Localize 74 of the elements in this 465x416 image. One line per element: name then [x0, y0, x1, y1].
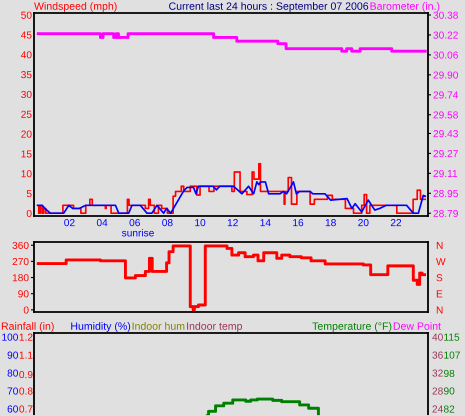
y3-tick-label: 1.1 [20, 352, 33, 359]
category-label: W [436, 258, 446, 266]
y2-tick-label: 28.79 [434, 210, 458, 218]
category-label: N [436, 306, 442, 314]
y-tick-label: 90 [18, 290, 29, 298]
y2-tick-label: 98 [444, 370, 454, 378]
y-tick-label: 70 [8, 387, 18, 395]
y-tick-label: 80 [8, 369, 18, 377]
y2-tick-label: 107 [444, 351, 460, 359]
y2-tick-label: 29.11 [434, 170, 458, 178]
y-tick-label: 30 [21, 90, 32, 98]
y2-tick-label: 30.38 [433, 12, 458, 19]
chart-title: Current last 24 hours : September 07 2006 [169, 2, 368, 12]
text: Temperature (°F) [312, 322, 392, 332]
y-tick-label: 0 [26, 210, 32, 217]
category-label: S [436, 274, 442, 282]
y-tick-label: 35 [21, 71, 32, 78]
y2-tick-label: 90 [444, 387, 454, 395]
y-tick-label: 90 [8, 352, 18, 359]
y-tick-label: 50 [21, 12, 32, 19]
x-tick-label: 18 [326, 219, 336, 226]
y-tick-label: 5 [26, 190, 32, 198]
y-tick-label: 180 [12, 274, 29, 282]
y-tick-label: 45 [20, 32, 32, 39]
x-tick-label: 12 [228, 219, 238, 226]
y2-tick-label: 29.43 [434, 130, 458, 138]
y2-tick-label: 24 [432, 405, 443, 412]
y-tick-label: 270 [12, 258, 29, 266]
x-tick-label: 08 [162, 219, 173, 226]
category-label: E [436, 290, 442, 298]
x-tick-label: 14 [260, 219, 271, 226]
y2-tick-label: 32 [432, 369, 443, 377]
y-tick-label: 100 [2, 334, 18, 341]
y-tick-label: 60 [8, 405, 18, 413]
y-tick-label: 10 [21, 170, 32, 178]
y-axis-title: Windspeed (mph) [34, 2, 117, 12]
y3-tick-label: 0.8 [19, 387, 33, 395]
y2-tick-label: 40 [432, 334, 443, 341]
legend-label: Rainfall (in) [2, 322, 54, 332]
y2-tick-label: 29.27 [434, 150, 458, 158]
y-tick-label: 15 [21, 150, 32, 158]
y3-tick-label: 1.2 [20, 334, 32, 341]
y2-tick-label: 28.95 [434, 190, 458, 198]
y2-tick-label: 28 [432, 387, 443, 395]
y2-tick-label: 30.06 [433, 51, 458, 59]
x-tick-label: 22 [390, 219, 402, 226]
y2-tick-label: 115 [444, 334, 460, 341]
y3-tick-label: 0.9 [19, 370, 33, 378]
y2-tick-label: 82 [444, 406, 454, 413]
y2-tick-label: 29.90 [434, 71, 458, 79]
legend-label: Humidity (%) [71, 322, 130, 332]
y-tick-label: 0 [24, 306, 29, 314]
line-series [36, 181, 427, 214]
x-tick-label: 02 [64, 219, 75, 226]
x-tick-label: 06 [130, 219, 140, 226]
y-tick-label: 40 [20, 51, 32, 58]
y-tick-label: 360 [12, 242, 29, 250]
y2-axis-title: Indoor temp [187, 322, 242, 332]
y2-tick-label: 30.22 [433, 32, 458, 39]
y2-tick-label: 36 [432, 352, 443, 359]
text: sunrise [122, 229, 154, 236]
x-tick-label: 16 [293, 219, 304, 226]
y-tick-label: 20 [21, 130, 32, 138]
legend-label: Dew Point [394, 322, 441, 330]
x-tick-label: 04 [96, 219, 108, 226]
y2-axis-title: Barometer (in.) [370, 2, 440, 12]
y2-tick-label: 29.74 [434, 91, 458, 99]
y-tick-label: 25 [21, 110, 32, 118]
y2-tick-label: 29.58 [434, 111, 458, 119]
y3-tick-label: 0.7 [19, 405, 32, 413]
legend-label: Indoor hum [132, 322, 184, 330]
category-label: N [436, 242, 442, 249]
x-tick-label: 10 [195, 219, 206, 226]
x-tick-label: 20 [358, 219, 369, 226]
